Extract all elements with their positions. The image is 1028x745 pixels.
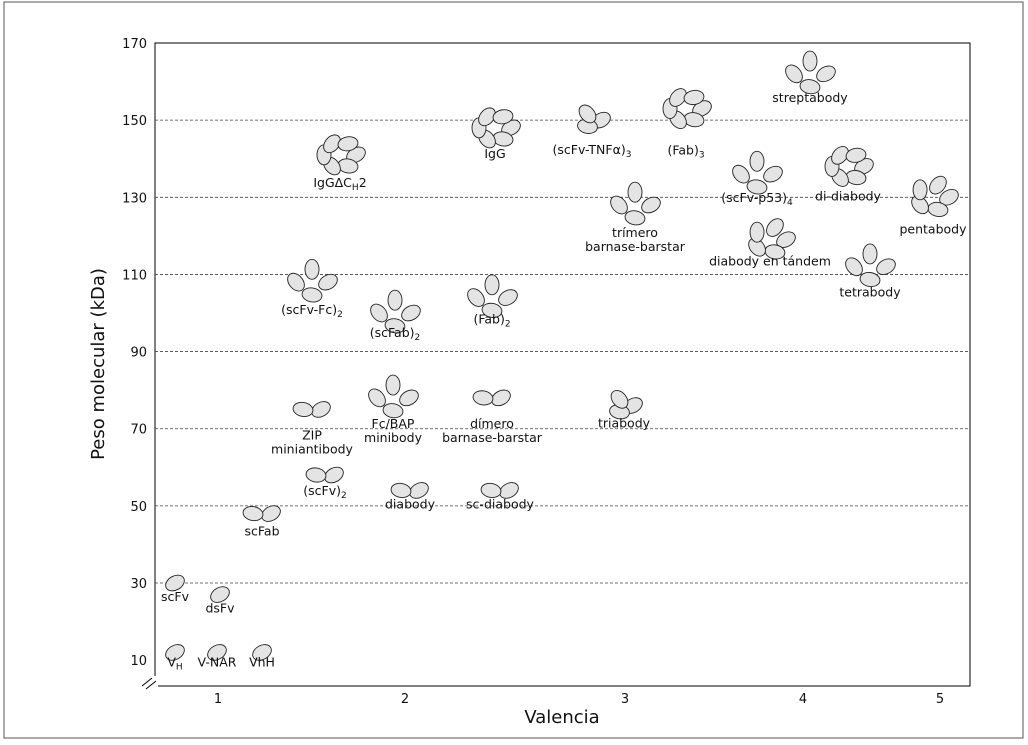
format-label: pentabody	[899, 221, 967, 236]
format-label: diabody en tándem	[709, 254, 831, 269]
page-frame	[4, 2, 1023, 738]
domain	[386, 375, 400, 395]
format-label: tetrabody	[839, 285, 901, 300]
format-label: triabody	[598, 416, 651, 431]
domain	[803, 51, 817, 71]
domain	[628, 182, 642, 202]
label-text: (scFv)	[303, 483, 341, 498]
label-text: (scFv-Fc)	[281, 302, 337, 317]
format-label: Fc/BAP	[372, 416, 415, 431]
format-label: diabody	[385, 496, 436, 511]
y-tick-label: 130	[122, 191, 147, 206]
subscript: 2	[337, 310, 343, 320]
label-text: tetrabody	[839, 285, 901, 300]
label-text: barnase-barstar	[585, 239, 686, 254]
format-label: sc-diabody	[466, 496, 534, 511]
subscript: 2	[341, 491, 347, 501]
domain	[388, 290, 402, 310]
format-label: miniantibody	[271, 441, 354, 456]
subscript: 2	[505, 320, 511, 330]
subscript: 3	[699, 151, 705, 161]
format-label: V-NAR	[198, 654, 237, 669]
label-text: streptabody	[772, 90, 848, 105]
label-text: diabody	[385, 496, 436, 511]
label-text: trímero	[612, 225, 658, 240]
label-text: (Fab)	[473, 312, 504, 327]
y-tick-label: 150	[122, 114, 147, 129]
label-text: V-NAR	[198, 654, 237, 669]
format-label: IgG	[484, 146, 505, 161]
format-label: streptabody	[772, 90, 848, 105]
label-text: barnase-barstar	[442, 430, 543, 445]
label-text: Fc/BAP	[372, 416, 415, 431]
label-text: pentabody	[899, 221, 967, 236]
label-text: sc-diabody	[466, 496, 534, 511]
y-axis-title: Peso molecular (kDa)	[88, 268, 109, 460]
label-text: minibody	[364, 430, 423, 445]
y-tick-label: 50	[130, 500, 147, 515]
domain	[863, 244, 877, 264]
format-label: ZIP	[302, 427, 322, 442]
label-text: di-diabody	[815, 188, 882, 203]
label-text: triabody	[598, 416, 651, 431]
format-label: barnase-barstar	[585, 239, 686, 254]
y-tick-label: 70	[130, 423, 147, 438]
x-tick-label: 2	[401, 692, 409, 707]
x-tick-label: 4	[799, 692, 807, 707]
subscript: 3	[626, 150, 632, 160]
label-text: IgGΔC	[313, 175, 352, 190]
label-text: miniantibody	[271, 441, 354, 456]
label-text: diabody en tándem	[709, 254, 831, 269]
subscript: 4	[787, 198, 793, 208]
format-label: dímero	[470, 416, 514, 431]
label-text: 2	[359, 175, 367, 190]
format-label: dsFv	[205, 601, 235, 616]
format-label: barnase-barstar	[442, 430, 543, 445]
label-text: (Fab)	[667, 143, 698, 158]
y-tick-label: 110	[122, 268, 147, 283]
format-label: minibody	[364, 430, 423, 445]
label-text: dímero	[470, 416, 514, 431]
label-text: VhH	[249, 654, 275, 669]
subscript: 2	[415, 333, 421, 343]
domain	[750, 151, 764, 171]
label-text: (scFv-TNFα)	[553, 142, 626, 157]
domain	[305, 259, 319, 279]
label-text: (scFv-p53)	[721, 190, 787, 205]
x-tick-label: 3	[621, 692, 629, 707]
domain	[750, 222, 764, 242]
y-tick-label: 170	[122, 37, 147, 52]
format-label: di-diabody	[815, 188, 882, 203]
label-text: dsFv	[205, 601, 235, 616]
format-label: scFv	[161, 589, 190, 604]
x-axis-title: Valencia	[524, 707, 599, 728]
subscript: H	[352, 183, 359, 193]
y-tick-label: 10	[130, 654, 147, 669]
label-text: scFv	[161, 589, 190, 604]
x-tick-label: 1	[214, 692, 222, 707]
format-label: scFab	[244, 524, 279, 539]
subscript: H	[176, 662, 183, 672]
y-tick-label: 90	[130, 346, 147, 361]
domain	[913, 180, 927, 200]
format-label: trímero	[612, 225, 658, 240]
x-tick-label: 5	[936, 692, 944, 707]
y-tick-label: 30	[130, 577, 147, 592]
chart: Valencia Peso molecular (kDa) 10 30 50 70 90…	[0, 0, 1028, 741]
domain	[485, 275, 499, 295]
label-text: ZIP	[302, 427, 322, 442]
label-text: (scFab)	[370, 325, 415, 340]
label-text: scFab	[244, 524, 279, 539]
label-text: IgG	[484, 146, 505, 161]
format-label: VhH	[249, 654, 275, 669]
